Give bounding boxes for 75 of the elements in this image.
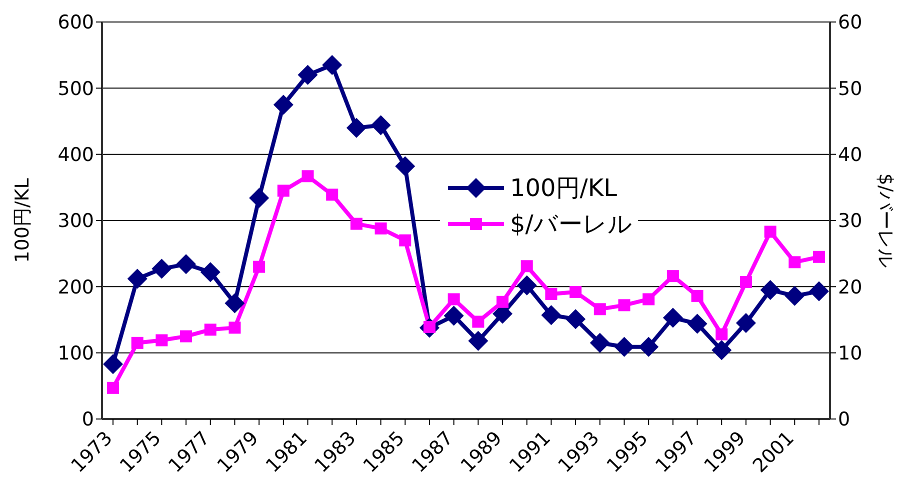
point [618,299,630,312]
point [809,281,829,302]
point [541,305,562,326]
y2-tick-label: 40 [838,144,862,166]
point [204,324,216,336]
y-tick-label: 300 [58,210,94,232]
point [228,322,241,334]
point [496,296,509,308]
point [784,286,805,306]
y-tick-label: 0 [82,408,94,431]
point [249,188,270,208]
point [444,306,464,326]
point [642,293,655,306]
point [788,256,801,268]
point [760,280,780,300]
point [326,188,338,201]
point [277,184,290,197]
point [687,314,708,334]
point [156,334,168,346]
point [570,286,582,298]
point [468,330,488,351]
point [200,262,220,282]
y2-tick-label: 10 [838,342,862,365]
point [127,268,148,289]
legend-label: 100円/KL [510,173,618,204]
point [370,115,391,136]
y-tick-label: 100 [58,342,94,365]
point [520,260,533,272]
y2-tick-label: 0 [838,408,850,431]
point [764,226,776,238]
y-tick-label: 200 [58,276,94,298]
point [131,336,144,349]
point [180,330,192,342]
point [545,288,558,300]
point [374,222,387,234]
y-tick-label: 500 [58,78,94,100]
y2-tick-label: 50 [838,78,862,100]
point [666,270,679,282]
point [448,293,460,306]
point [566,309,586,330]
point [736,313,756,334]
point [107,382,119,394]
point [322,55,342,76]
point [813,250,825,263]
point [399,234,412,246]
point [273,94,294,115]
y-tick-label: 400 [58,144,94,166]
y-tick-label: 600 [58,12,94,34]
point [152,258,172,279]
point [716,328,728,340]
point [302,170,314,182]
y-axis-title: 100円/KL [12,178,34,263]
point [176,254,196,274]
point [103,354,123,374]
point [691,290,704,302]
y2-tick-label: 60 [838,12,862,34]
point [638,336,659,357]
point [298,64,318,85]
point [516,275,537,296]
point [594,303,606,316]
point [712,340,732,360]
point [346,118,366,138]
point [350,218,362,230]
point [590,332,610,353]
point [472,316,484,328]
y2-axis-title: $/バーレル [874,173,896,268]
point [395,156,416,176]
legend-label: $/バーレル [510,209,632,240]
point [662,308,683,328]
point [224,293,245,314]
point [614,336,634,357]
point [740,276,752,288]
y2-tick-label: 30 [838,210,862,232]
point [253,260,266,273]
y2-tick-label: 20 [838,276,862,298]
